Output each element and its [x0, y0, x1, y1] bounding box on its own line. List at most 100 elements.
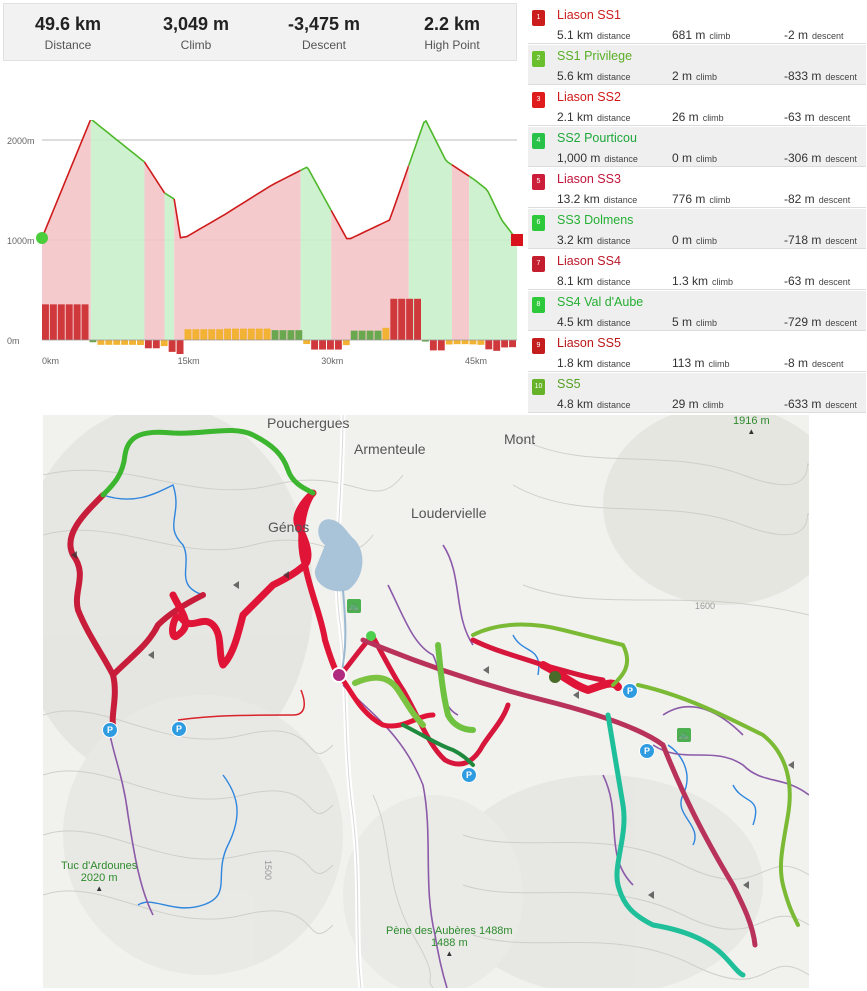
segment-name[interactable]: Liason SS5 — [557, 336, 621, 350]
segment-name[interactable]: Liason SS2 — [557, 90, 621, 104]
segment-descent: -833 m descent — [784, 69, 857, 83]
profile-segment-fill — [164, 193, 175, 340]
segment-name[interactable]: Liason SS1 — [557, 8, 621, 22]
bike-shop-icon[interactable]: 🚲 — [677, 728, 691, 742]
peak-label-pene-des-auberes: Pène des Aubères 1488m 1488 m ▲ — [386, 925, 513, 958]
x-tick-label: 30km — [321, 356, 343, 366]
segment-climb-unit: climb — [709, 195, 731, 205]
peak-name: Tuc d'Ardounes — [61, 860, 138, 872]
junction-marker[interactable] — [331, 667, 347, 683]
bike-shop-icon[interactable]: 🚲 — [347, 599, 361, 613]
peak-triangle-icon: ▲ — [445, 949, 454, 958]
gradient-bar — [113, 340, 121, 345]
route-start-marker[interactable] — [366, 631, 376, 641]
segment-name[interactable]: SS4 Val d'Aube — [557, 295, 644, 309]
gradient-bar — [334, 340, 342, 350]
segment-distance-unit: distance — [597, 236, 631, 246]
segment-distance-unit: distance — [604, 154, 638, 164]
gradient-bar — [422, 340, 429, 342]
segment-row[interactable]: 5 Liason SS3 13.2 km distance 776 m climb -82 … — [528, 168, 866, 208]
gradient-bar — [390, 298, 398, 340]
segment-distance: 8.1 km distance — [557, 274, 631, 288]
contour-label: 1600 — [695, 601, 716, 611]
segment-row[interactable]: 4 SS2 Pourticou 1,000 m distance 0 m climb -30… — [528, 127, 866, 167]
segment-distance: 1,000 m distance — [557, 151, 638, 165]
gradient-bar — [121, 340, 129, 345]
segment-distance-unit: distance — [597, 113, 631, 123]
segment-distance: 3.2 km distance — [557, 233, 631, 247]
gradient-bar — [137, 340, 144, 346]
gradient-bar — [493, 340, 501, 351]
profile-segment-fill — [300, 167, 332, 340]
profile-line — [143, 161, 166, 194]
gradient-bar — [358, 330, 366, 340]
segment-number-badge: 2 — [532, 51, 545, 67]
segment-distance-unit: distance — [597, 72, 631, 82]
peak-name: Pène des Aubères 1488m — [386, 925, 513, 937]
gradient-bar — [374, 330, 382, 340]
segment-distance-value: 5.1 km — [557, 28, 594, 42]
segment-row[interactable]: 8 SS4 Val d'Aube 4.5 km distance 5 m climb -72… — [528, 291, 866, 331]
segment-row[interactable]: 2 SS1 Privilege 5.6 km distance 2 m climb -833… — [528, 45, 866, 85]
gradient-bar — [477, 340, 485, 345]
segment-descent-value: -718 m — [784, 233, 822, 247]
segment-row[interactable]: 7 Liason SS4 8.1 km distance 1.3 km climb -63 … — [528, 250, 866, 290]
gradient-bar — [406, 298, 414, 340]
gradient-bar — [327, 340, 334, 350]
segment-name[interactable]: Liason SS4 — [557, 254, 621, 268]
high-point-label: High Point — [424, 38, 480, 52]
segment-descent-value: -8 m — [784, 356, 808, 370]
route-finish-marker[interactable] — [549, 671, 561, 683]
segment-climb-value: 681 m — [672, 28, 706, 42]
segment-climb-unit: climb — [709, 31, 731, 41]
segment-name[interactable]: SS3 Dolmens — [557, 213, 634, 227]
segment-descent: -63 m descent — [784, 274, 850, 288]
segment-row[interactable]: 1 Liason SS1 5.1 km distance 681 m climb -2 m d… — [528, 4, 866, 44]
peak-label-tuc-dardounes: Tuc d'Ardounes 2020 m ▲ — [61, 860, 137, 893]
profile-segment-fill — [144, 162, 165, 340]
gradient-bar — [295, 330, 303, 340]
parking-icon[interactable]: P — [461, 767, 477, 783]
place-label-genos: Génos — [268, 519, 310, 535]
segment-climb-value: 0 m — [672, 233, 693, 247]
segment-climb-value: 29 m — [672, 397, 699, 411]
parking-icon[interactable]: P — [171, 721, 187, 737]
segment-climb: 776 m climb — [672, 192, 730, 206]
segment-descent-unit: descent — [825, 236, 857, 246]
segment-distance-unit: distance — [603, 195, 638, 205]
segment-row[interactable]: 6 SS3 Dolmens 3.2 km distance 0 m climb -718 m… — [528, 209, 866, 249]
segment-name[interactable]: SS5 — [557, 377, 581, 391]
segment-name[interactable]: SS1 Privilege — [557, 49, 633, 63]
segment-descent: -2 m descent — [784, 28, 844, 42]
parking-icon[interactable]: P — [622, 683, 638, 699]
segment-name[interactable]: Liason SS3 — [557, 172, 621, 186]
parking-icon[interactable]: P — [102, 722, 118, 738]
gradient-bar — [382, 327, 390, 340]
map-canvas[interactable] — [43, 415, 809, 988]
segment-distance: 5.6 km distance — [557, 69, 631, 83]
segment-name[interactable]: SS2 Pourticou — [557, 131, 637, 145]
segment-descent-value: -633 m — [784, 397, 822, 411]
gradient-bar — [263, 328, 271, 340]
segment-climb: 5 m climb — [672, 315, 717, 329]
segment-descent-unit: descent — [825, 154, 857, 164]
segment-climb-value: 0 m — [672, 151, 693, 165]
elevation-profile-chart[interactable]: 0m 1000m 2000m 0km 15km 30km 45km — [0, 120, 525, 370]
parking-icon[interactable]: P — [639, 743, 655, 759]
high-point-value: 2.2 km — [423, 14, 481, 34]
route-map[interactable]: Pouchergues Armenteule Mont Loudervielle… — [43, 415, 809, 988]
segment-row[interactable]: 9 Liason SS5 1.8 km distance 113 m climb -8 m d… — [528, 332, 866, 372]
segment-climb-unit: climb — [708, 359, 730, 369]
segment-descent-unit: descent — [818, 277, 851, 287]
segment-row[interactable]: 10 SS5 4.8 km distance 29 m climb -633 m descen… — [528, 373, 866, 413]
segment-descent: -718 m descent — [784, 233, 857, 247]
gradient-bar — [342, 340, 350, 346]
direction-arrows — [71, 551, 794, 899]
distance-label: Distance — [44, 38, 92, 52]
segment-climb-unit: climb — [696, 236, 718, 246]
segment-number-badge: 8 — [532, 297, 545, 313]
gradient-bar — [232, 328, 239, 340]
gradient-bar — [485, 340, 493, 350]
segment-number-badge: 6 — [532, 215, 545, 231]
